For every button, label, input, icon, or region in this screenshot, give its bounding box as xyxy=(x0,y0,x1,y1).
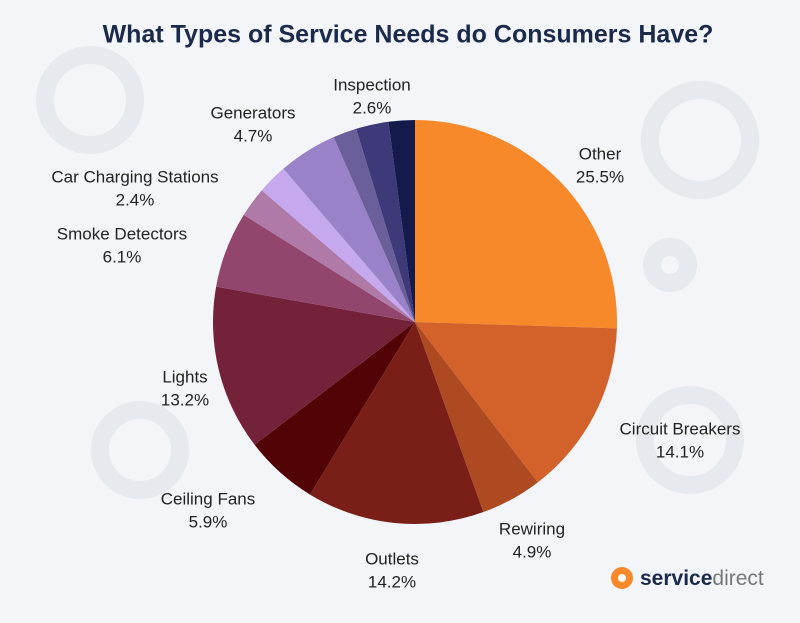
logo-icon xyxy=(618,574,626,582)
logo-bold: service xyxy=(640,567,712,590)
value-label: 6.1% xyxy=(103,247,142,266)
slice-label: Other xyxy=(579,144,622,163)
slice xyxy=(213,286,415,445)
slice xyxy=(309,322,484,525)
slice xyxy=(415,120,617,329)
slice xyxy=(216,214,415,322)
logo-light: direct xyxy=(712,567,764,590)
slice xyxy=(333,128,415,322)
value-label: 25.5% xyxy=(576,167,624,186)
value-label: 13.2% xyxy=(161,390,209,409)
slice xyxy=(356,121,415,322)
value-label: 14.2% xyxy=(368,572,416,591)
value-label: 2.4% xyxy=(116,190,155,209)
value-label: 2.6% xyxy=(353,98,392,117)
slice-label: Car Charging Stations xyxy=(51,167,218,186)
slice xyxy=(415,322,617,483)
logo-text: servicedirect xyxy=(640,567,764,590)
value-label: 4.7% xyxy=(234,126,273,145)
labels: Other 25.5% Circuit Breakers 14.1% Rewiring 4… xyxy=(51,75,740,591)
slice-label: Ceiling Fans xyxy=(161,489,256,508)
slice-label: Rewiring xyxy=(499,519,565,538)
slice-label: Smoke Detectors xyxy=(57,224,187,243)
slice-label: Inspection xyxy=(333,75,411,94)
slice xyxy=(388,120,415,322)
slice-label: Circuit Breakers xyxy=(620,419,741,438)
slice xyxy=(415,322,538,513)
value-label: 5.9% xyxy=(189,512,228,531)
slice xyxy=(283,137,415,322)
slice xyxy=(243,190,415,322)
value-label: 14.1% xyxy=(656,442,704,461)
value-label: 4.9% xyxy=(513,542,552,561)
slice xyxy=(254,322,415,495)
slice xyxy=(261,168,415,322)
slice-label: Lights xyxy=(162,367,207,386)
logo: servicedirect xyxy=(611,567,764,590)
chart-title: What Types of Service Needs do Consumers… xyxy=(103,21,714,49)
slice-label: Outlets xyxy=(365,549,419,568)
decor xyxy=(36,46,759,499)
slice-label: Generators xyxy=(210,103,295,122)
pie xyxy=(213,120,617,525)
